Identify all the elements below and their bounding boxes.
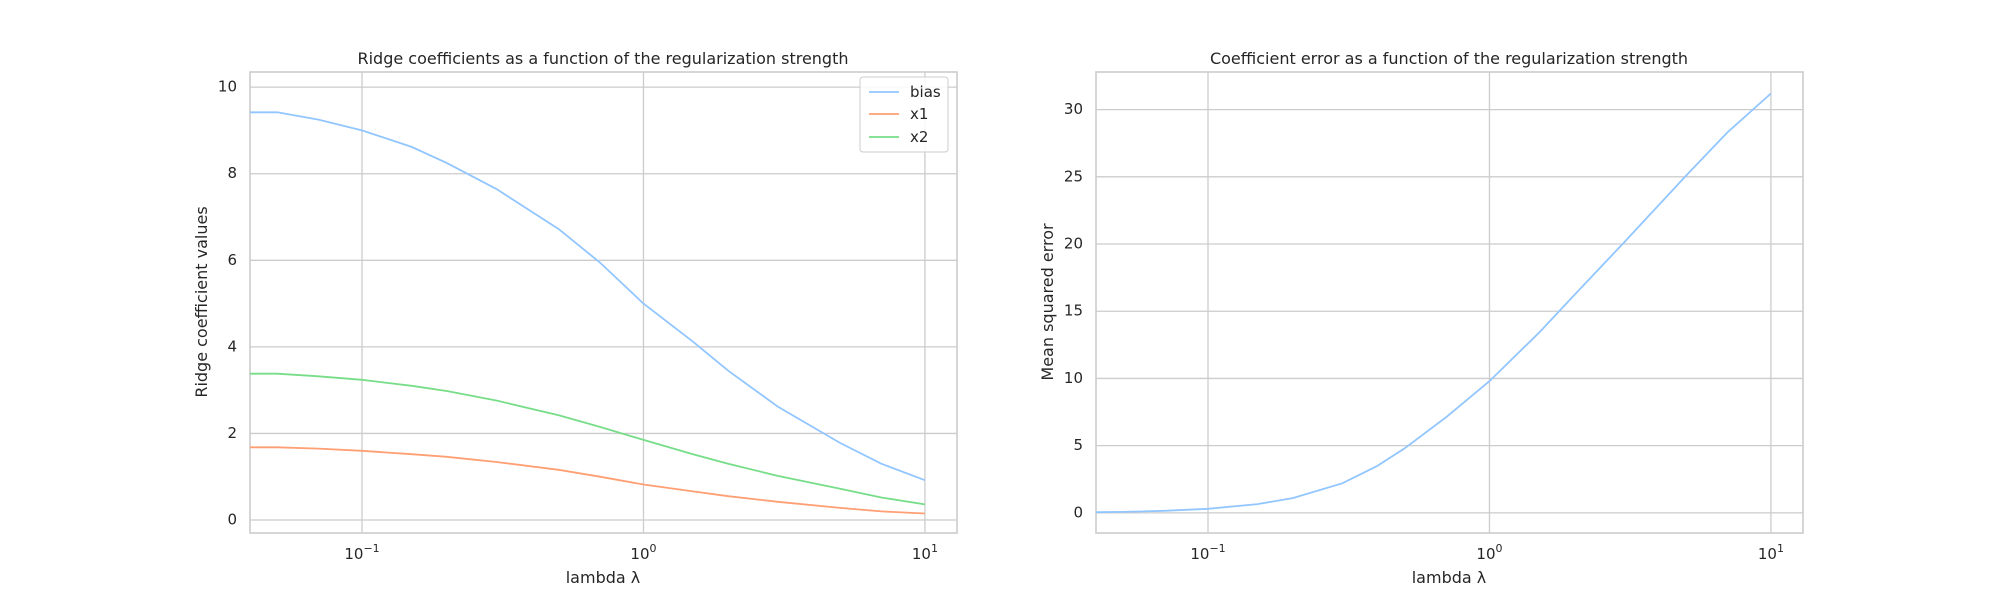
y-tick-label: 2 [227,424,237,442]
series-lines [1095,92,1772,514]
y-tick-label: 10 [218,78,237,96]
x-tick-label: 101 [912,542,938,563]
legend-label: x2 [910,128,928,146]
y-axis-label: Ridge coefficient values [192,206,211,397]
legend-label: bias [910,83,941,101]
y-tick-label: 8 [227,164,237,182]
ridge-coefficients-chart: 0 2 4 6 8 10 10−1 100 101 Ridge coeffici… [192,49,958,587]
series-lines [250,111,926,515]
x-tick-label: 101 [1758,542,1784,563]
y-tick-label: 0 [227,511,237,529]
series-line-x1 [250,446,925,515]
legend-label: x1 [910,105,928,123]
y-tick-label: 25 [1064,167,1083,185]
series-line-x2 [250,372,926,506]
x-tick-label: 100 [1476,542,1502,563]
grid-lines [250,72,957,533]
y-tick-label: 6 [227,251,237,269]
y-axis-label: Mean squared error [1038,223,1057,381]
coefficient-error-chart: 0 5 10 15 20 25 30 10−1 100 101 Coeffici… [1038,49,1804,587]
y-tick-label: 20 [1064,235,1083,253]
chart-title: Ridge coefficients as a function of the … [357,49,848,68]
y-tick-label: 4 [227,337,237,355]
chart-title: Coefficient error as a function of the r… [1210,49,1688,68]
plot-frame [1095,71,1804,534]
series-line-series-0 [1095,92,1772,514]
x-axis-label: lambda λ [566,568,641,587]
x-tick-label: 10−1 [344,542,379,563]
legend: bias x1 x2 [859,76,949,153]
y-tick-label: 0 [1073,503,1083,521]
plot-frame [249,71,958,534]
x-tick-label: 10−1 [1190,542,1225,563]
y-tick-label: 10 [1064,369,1083,387]
y-tick-label: 30 [1064,100,1083,118]
x-axis-label: lambda λ [1412,568,1487,587]
grid-lines [1096,72,1803,533]
legend-box [859,76,949,153]
y-tick-label: 15 [1064,302,1083,320]
y-tick-label: 5 [1073,436,1083,454]
series-line-bias [250,111,926,482]
x-tick-label: 100 [630,542,656,563]
